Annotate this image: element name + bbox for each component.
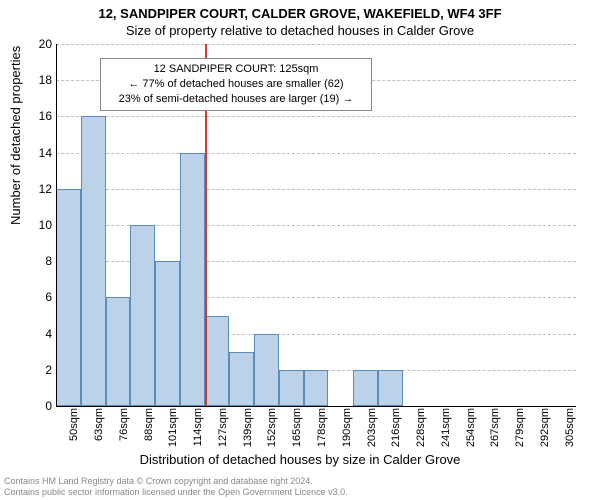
chart-subtitle: Size of property relative to detached ho… [0,21,600,38]
x-tick-label: 254sqm [465,408,477,452]
histogram-bar [180,153,205,406]
y-tick-label: 12 [28,182,52,196]
annotation-line-2: ← 77% of detached houses are smaller (62… [106,77,366,92]
y-tick-label: 14 [28,146,52,160]
x-tick-label: 267sqm [489,408,501,452]
x-tick-label: 101sqm [167,408,179,452]
y-tick-label: 2 [28,363,52,377]
y-tick-label: 10 [28,218,52,232]
chart-container: 12, SANDPIPER COURT, CALDER GROVE, WAKEF… [0,0,600,500]
histogram-bar [56,189,81,406]
grid-line [56,44,576,45]
x-tick-label: 292sqm [539,408,551,452]
x-tick-label: 279sqm [514,408,526,452]
x-tick-label: 88sqm [143,408,155,452]
histogram-bar [106,297,131,406]
histogram-bar [130,225,155,406]
x-tick-label: 228sqm [415,408,427,452]
x-tick-label: 139sqm [242,408,254,452]
annotation-box: 12 SANDPIPER COURT: 125sqm ← 77% of deta… [100,58,372,111]
x-tick-label: 114sqm [192,408,204,452]
x-tick-label: 76sqm [118,408,130,452]
footer-line-2: Contains public sector information licen… [4,487,348,498]
x-tick-label: 203sqm [366,408,378,452]
grid-line [56,153,576,154]
x-tick-label: 152sqm [266,408,278,452]
annotation-line-1: 12 SANDPIPER COURT: 125sqm [106,62,366,77]
y-tick-label: 20 [28,37,52,51]
histogram-bar [205,316,230,407]
y-axis-label: Number of detached properties [8,46,23,225]
y-tick-label: 0 [28,399,52,413]
footer: Contains HM Land Registry data © Crown c… [4,476,348,498]
histogram-bar [304,370,329,406]
x-tick-label: 178sqm [316,408,328,452]
x-axis-label: Distribution of detached houses by size … [0,452,600,467]
x-tick-label: 127sqm [217,408,229,452]
histogram-bar [279,370,304,406]
y-tick-label: 16 [28,109,52,123]
x-tick-label: 241sqm [440,408,452,452]
x-tick-label: 50sqm [68,408,80,452]
x-tick-label: 165sqm [291,408,303,452]
x-tick-label: 63sqm [93,408,105,452]
y-tick-label: 6 [28,290,52,304]
histogram-bar [229,352,254,406]
x-axis-line [56,406,576,407]
annotation-line-3: 23% of semi-detached houses are larger (… [106,92,366,107]
y-tick-label: 8 [28,254,52,268]
histogram-bar [378,370,403,406]
grid-line [56,189,576,190]
y-axis-line [56,44,57,406]
y-tick-label: 18 [28,73,52,87]
histogram-bar [254,334,279,406]
x-tick-label: 305sqm [564,408,576,452]
x-tick-label: 216sqm [390,408,402,452]
histogram-bar [353,370,378,406]
grid-line [56,116,576,117]
histogram-bar [81,116,106,406]
x-tick-label: 190sqm [341,408,353,452]
histogram-bar [155,261,180,406]
chart-title: 12, SANDPIPER COURT, CALDER GROVE, WAKEF… [0,0,600,21]
y-tick-label: 4 [28,327,52,341]
footer-line-1: Contains HM Land Registry data © Crown c… [4,476,348,487]
